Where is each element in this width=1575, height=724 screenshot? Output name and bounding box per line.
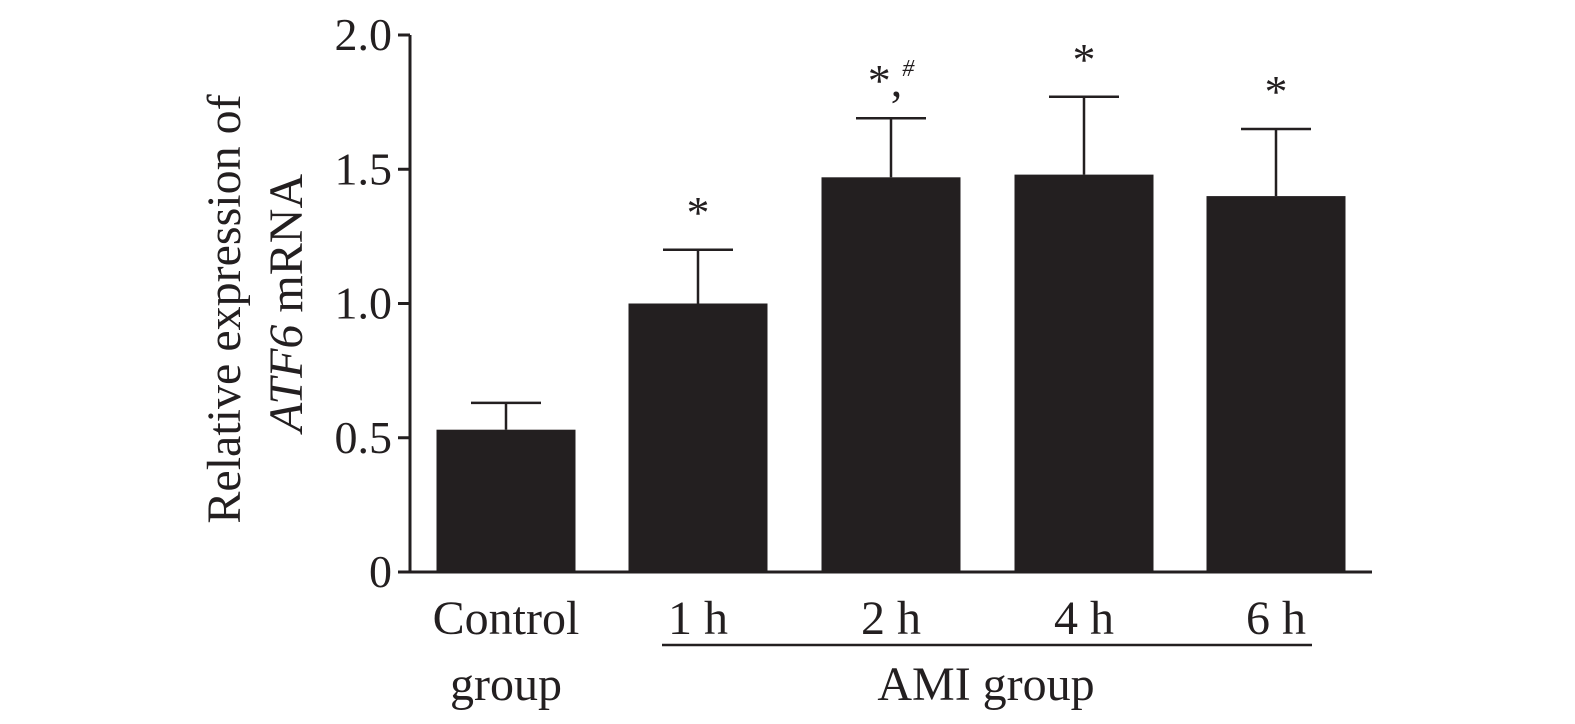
significance-star: *: [1073, 34, 1096, 85]
y-axis-label: Relative expression of ATF6 mRNA: [198, 82, 313, 523]
significance-mark-5: *: [1265, 66, 1288, 117]
x-category-label: Control: [433, 592, 580, 645]
bar-1: [436, 429, 576, 572]
significance-star: *: [687, 187, 710, 238]
x-category-label: 1 h: [668, 592, 728, 645]
x-category-label: 4 h: [1054, 592, 1114, 645]
bar-4: [1014, 174, 1154, 572]
y-tick-label: 2.0: [335, 9, 393, 60]
significance-star: *: [1265, 66, 1288, 117]
y-axis-label-line1: Relative expression of: [198, 94, 251, 523]
y-tick-label: 0: [369, 546, 392, 597]
bars-layer: [436, 174, 1346, 572]
bar-5: [1206, 196, 1346, 572]
significance-annotations: * *,# * *: [687, 34, 1288, 238]
significance-hash: #: [902, 56, 915, 82]
x-category-labels: Control group 1 h 2 h 4 h 6 h: [433, 592, 1306, 711]
y-tick-label: 0.5: [335, 412, 393, 463]
y-axis-label-gene: ATF6: [260, 325, 313, 436]
error-bars-layer: [471, 95, 1311, 430]
bar-2: [628, 303, 768, 572]
significance-star: *,: [868, 55, 903, 106]
y-tick-label: 1.0: [335, 278, 393, 329]
bar-3: [821, 177, 961, 572]
x-category-label: group: [450, 658, 562, 711]
significance-mark-4: *: [1073, 34, 1096, 85]
y-ticks: 0 0.5 1.0 1.5 2.0: [335, 9, 410, 597]
x-category-label: 2 h: [861, 592, 921, 645]
y-tick-label: 1.5: [335, 143, 393, 194]
significance-mark-2: *: [687, 187, 710, 238]
group-label: AMI group: [877, 658, 1094, 711]
group-annotation: AMI group: [662, 643, 1312, 711]
significance-mark-3: *,#: [868, 55, 916, 106]
x-category-label: 6 h: [1246, 592, 1306, 645]
y-axis-label-line2-rest: mRNA: [260, 174, 313, 325]
